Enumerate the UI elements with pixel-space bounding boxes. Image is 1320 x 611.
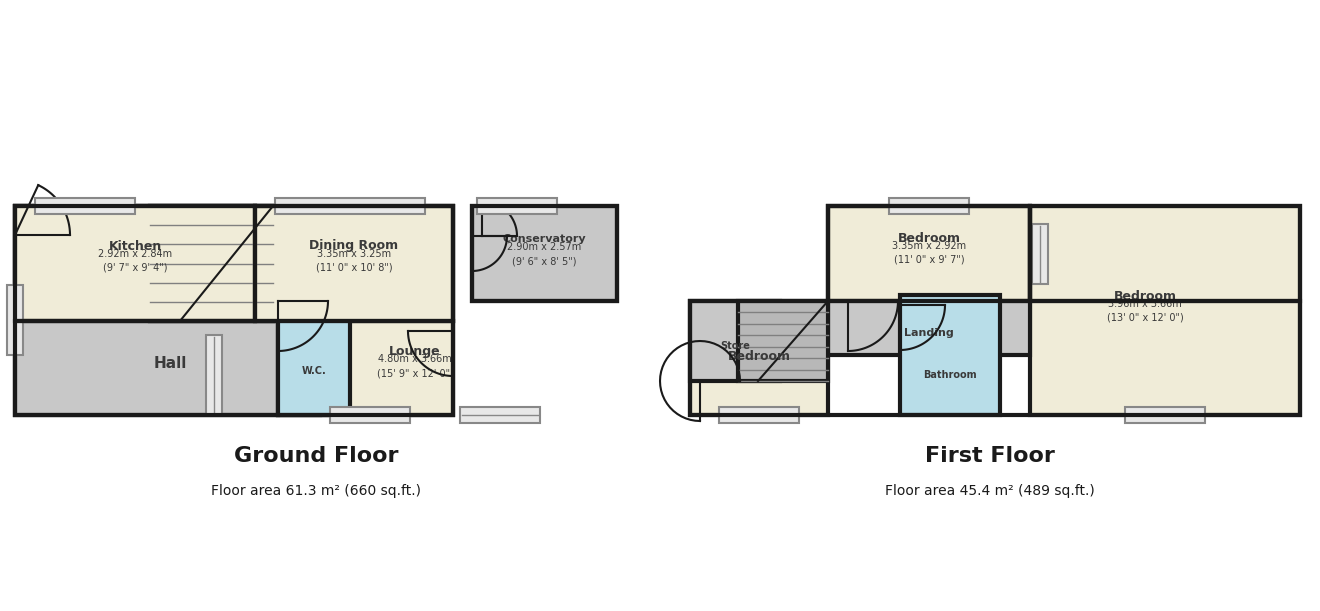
Polygon shape (15, 206, 279, 415)
Bar (1125, 407, 1205, 423)
Text: 2.92m x 2.84m
(9' 7" x 9' 4"): 2.92m x 2.84m (9' 7" x 9' 4") (98, 249, 172, 273)
Bar (900, 295, 1001, 415)
Bar (15, 206, 255, 321)
Text: First Floor: First Floor (925, 446, 1055, 466)
Text: Dining Room: Dining Room (309, 240, 399, 252)
Bar (7, 285, 22, 355)
Text: Bedroom: Bedroom (1114, 290, 1176, 302)
Text: 4.80m x 3.66m
(15' 9" x 12' 0"): 4.80m x 3.66m (15' 9" x 12' 0") (376, 354, 454, 378)
Bar (150, 206, 273, 321)
Text: Floor area 45.4 m² (489 sq.ft.): Floor area 45.4 m² (489 sq.ft.) (886, 484, 1094, 498)
Bar (279, 301, 350, 415)
Bar (206, 335, 222, 415)
Text: Store: Store (721, 341, 750, 351)
Text: Bedroom: Bedroom (898, 232, 961, 244)
Bar (719, 407, 799, 423)
Text: Landing: Landing (904, 328, 954, 338)
Text: Floor area 61.3 m² (660 sq.ft.): Floor area 61.3 m² (660 sq.ft.) (211, 484, 421, 498)
Text: Hall: Hall (153, 356, 186, 370)
Bar (473, 206, 616, 301)
Bar (477, 198, 557, 214)
Bar (255, 206, 453, 321)
Polygon shape (15, 206, 319, 415)
Bar (255, 206, 453, 321)
Text: Kitchen: Kitchen (108, 240, 161, 252)
Bar (459, 407, 540, 423)
Bar (738, 301, 828, 381)
Bar (330, 407, 411, 423)
Bar (279, 321, 453, 415)
Text: 3.35m x 3.25m
(11' 0" x 10' 8"): 3.35m x 3.25m (11' 0" x 10' 8") (315, 249, 392, 273)
Text: Conservatory: Conservatory (502, 234, 586, 244)
Text: Lounge: Lounge (389, 345, 441, 357)
Text: 3.96m x 3.66m
(13' 0" x 12' 0"): 3.96m x 3.66m (13' 0" x 12' 0") (1106, 299, 1183, 323)
Text: 2.90m x 2.57m
(9' 6" x 8' 5"): 2.90m x 2.57m (9' 6" x 8' 5") (507, 242, 581, 266)
Text: W.C.: W.C. (302, 366, 326, 376)
Bar (1032, 224, 1048, 284)
Text: Bedroom: Bedroom (727, 349, 791, 362)
Bar (828, 206, 1030, 301)
Bar (690, 301, 828, 415)
Bar (36, 198, 135, 214)
Bar (690, 301, 780, 381)
Bar (150, 206, 273, 321)
Bar (888, 198, 969, 214)
Text: Ground Floor: Ground Floor (234, 446, 399, 466)
Bar (275, 198, 425, 214)
Text: Bathroom: Bathroom (923, 370, 977, 380)
Bar (15, 206, 255, 321)
Bar (828, 301, 1030, 355)
Bar (279, 321, 453, 415)
Bar (1030, 206, 1300, 415)
Text: 3.35m x 2.92m
(11' 0" x 9' 7"): 3.35m x 2.92m (11' 0" x 9' 7") (892, 241, 966, 265)
